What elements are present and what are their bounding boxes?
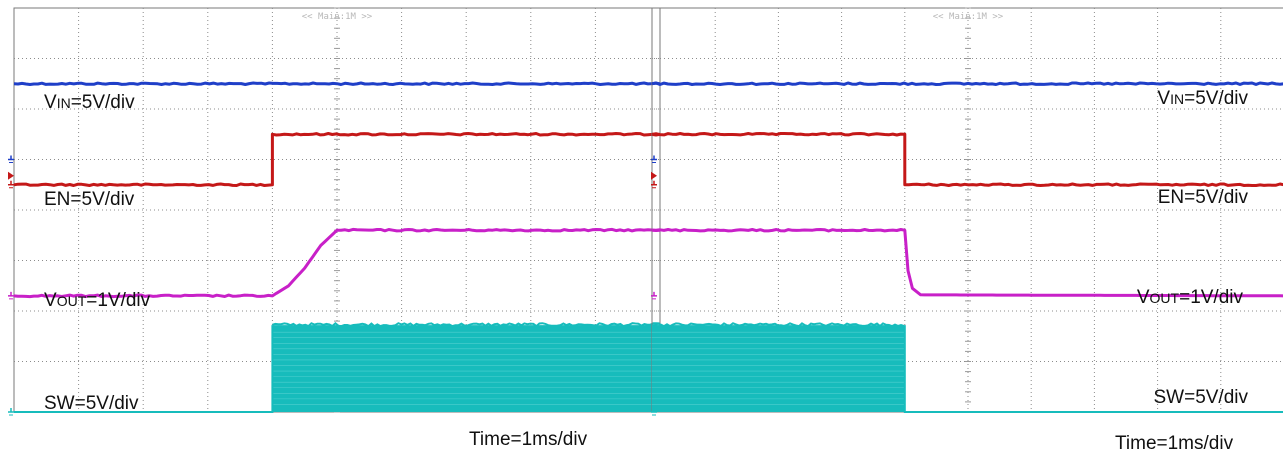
vin-scale-label: VIN=5V/div [44, 92, 135, 113]
vin-trace-line [13, 81, 661, 86]
vin-scale-label: VIN=5V/div [1157, 88, 1248, 109]
en-ground-marker [8, 180, 14, 189]
en-scale-label: EN=5V/div [44, 189, 135, 210]
turn-off-timebase-label: Time=1ms/div [1115, 433, 1234, 454]
sw-scale-label: SW=5V/div [44, 393, 139, 414]
vin-ground-marker [651, 155, 657, 163]
trigger-level-marker [8, 171, 14, 180]
sw-ground-marker [8, 408, 14, 416]
sw-switching-band [652, 326, 905, 412]
sw-trace [14, 321, 660, 413]
en-trace [13, 132, 661, 187]
turn-on-scope-panel: << Main:1M >> VIN=5V/div EN=5V/div VOUT=1V/… [8, 0, 661, 420]
vout-scale-label: VOUT=1V/div [44, 290, 151, 311]
vin-trace [651, 81, 1283, 86]
turn-on-timebase-label: Time=1ms/div [469, 429, 588, 450]
en-scale-label: EN=5V/div [1158, 187, 1249, 208]
vin-ground-marker [8, 155, 14, 163]
vout-trace [13, 227, 661, 299]
sw-trace-line [14, 325, 660, 413]
en-trace-line [651, 132, 1283, 187]
sw-switching-band [272, 326, 660, 412]
timebase-header: << Main:1M >> [933, 12, 1004, 22]
sw-trace [651, 322, 1283, 413]
sw-ground-marker [651, 408, 657, 416]
vout-trace-line [13, 227, 661, 299]
en-trace [651, 132, 1283, 187]
sw-scale-label: SW=5V/div [1153, 387, 1248, 408]
vout-trace [652, 228, 1283, 298]
vout-ground-marker [8, 291, 14, 300]
timebase-header: << Main:1M >> [302, 12, 373, 22]
sw-trace-line [652, 325, 1283, 413]
vin-trace [13, 81, 661, 86]
turn-off-scope-panel: << Main:1M >> VIN=5V/div EN=5V/div VOUT=1V/… [651, 0, 1283, 420]
trigger-level-marker [651, 171, 657, 180]
vout-ground-marker [651, 291, 657, 300]
vin-trace-line [651, 81, 1283, 86]
en-trace-line [13, 132, 661, 187]
vout-trace-line [652, 228, 1283, 298]
en-ground-marker [651, 180, 657, 189]
vout-scale-label: VOUT=1V/div [1137, 287, 1244, 308]
turn-on-scope-svg: << Main:1M >> VIN=5V/div EN=5V/div VOUT=1V/… [8, 7, 661, 416]
turn-off-scope-svg: << Main:1M >> VIN=5V/div EN=5V/div VOUT=1V/… [651, 7, 1283, 416]
